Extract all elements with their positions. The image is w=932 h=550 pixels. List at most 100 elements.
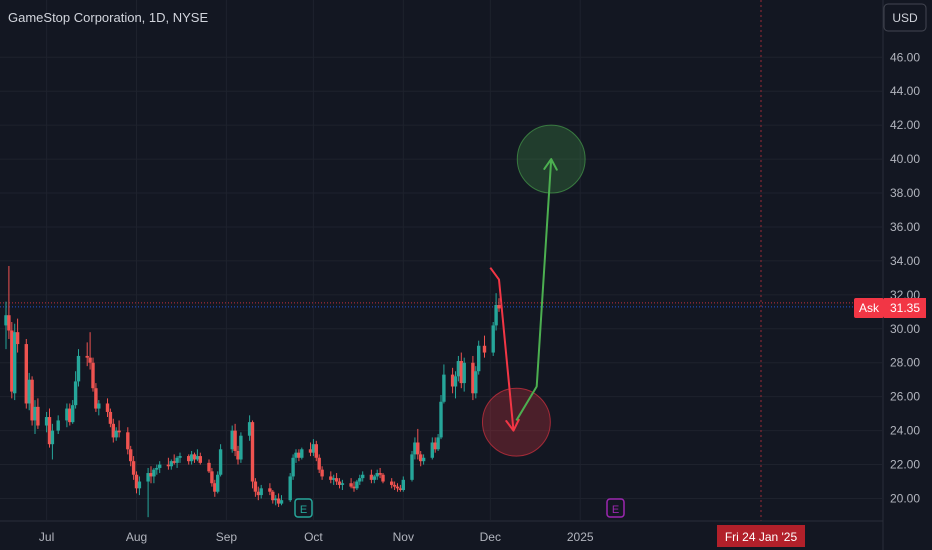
candle-body [413,442,417,455]
y-tick-label: 28.00 [890,356,920,370]
x-tick-label: Oct [304,530,323,544]
candle-body [166,464,171,467]
candle-body [56,420,60,431]
candle-body [13,332,17,394]
candle-body [117,430,121,433]
y-tick-label: 34.00 [890,254,920,268]
candle-body [187,456,191,462]
y-tick-label: 24.00 [890,424,920,438]
y-tick-label: 22.00 [890,458,920,472]
price-label-value: 31.35 [890,301,920,315]
x-tick-label: Dec [480,530,501,544]
candle-body [256,491,260,496]
candle-body [36,406,40,426]
candle-body [7,315,11,331]
y-tick-label: 46.00 [890,50,920,64]
y-tick-label: 42.00 [890,118,920,132]
grid-layer [0,0,882,521]
candle-body [76,355,81,382]
candle-body [372,476,376,480]
candle-body [192,454,197,460]
earnings-marker-dec[interactable]: E [606,498,625,518]
candle-body [378,473,382,475]
candle-body [207,462,211,472]
candle-body [450,374,455,387]
target-circle [481,387,551,457]
y-tick-label: 38.00 [890,186,920,200]
earnings-marker-sep-frame[interactable] [294,498,313,518]
candle-body [175,457,179,463]
chart-title: GameStop Corporation, 1D, NYSE [8,10,208,25]
price-label: Ask 31.35 [854,298,926,318]
candle-body [477,345,481,372]
candle-body [337,481,342,485]
candle-body [218,449,223,475]
candle-body [178,456,182,458]
candle-body [329,476,333,480]
earnings-marker-dec-frame[interactable] [606,498,625,518]
candle-body [271,491,275,501]
candle-body [355,481,359,489]
currency-button-frame[interactable] [883,3,927,32]
candle-body [401,479,405,491]
candle-body [334,478,339,482]
crosshair-date-label: Fri 24 Jan '25 [717,525,805,547]
candle-body [497,305,501,309]
candle-body [111,423,115,438]
candle-body [433,442,437,450]
candle-body [236,450,240,460]
candle-body [297,452,301,458]
candle-body [172,461,176,463]
candle-body [474,371,478,394]
candle-body [146,473,150,482]
x-tick-label: Aug [126,530,147,544]
candle-body [129,449,133,462]
candle-body [332,478,336,480]
annotation-layer [481,124,586,457]
candle-body [233,430,237,451]
candle-body [114,430,118,438]
candle-body [131,461,136,475]
candle-body [340,483,345,485]
candle-body [459,361,463,384]
x-tick-label: Jul [39,530,54,544]
candle-body [291,457,295,477]
earnings-marker-dec-letter[interactable]: E [612,504,619,516]
crosshair-date-bg [717,525,805,547]
candle-body [71,405,75,423]
candle-body [288,476,292,501]
candle-body [320,469,324,477]
candle-body [137,481,142,489]
candle-body [381,474,385,482]
candle-body [361,474,365,479]
candle-body [416,442,420,455]
candle-body [247,422,252,436]
currency-button[interactable]: USD [883,3,927,32]
candle-body [10,330,14,392]
price-label-value-bg [884,298,926,318]
earnings-marker-sep-letter[interactable]: E [300,504,307,516]
y-tick-label: 30.00 [890,322,920,336]
candle-body [105,403,110,412]
candle-body [456,361,461,377]
candle-body [259,488,263,496]
candle-body [189,454,194,462]
candle-body [230,430,234,450]
candle-body [88,357,92,363]
candle-body [352,486,356,489]
candle-body [358,478,362,482]
candle-body [395,486,400,489]
candle-body [44,417,49,426]
candle-body [47,417,52,445]
candle-body [375,473,379,477]
currency-label[interactable]: USD [892,11,918,25]
earnings-marker-sep[interactable]: E [294,498,313,518]
prediction-arrow [515,159,553,421]
candle-body [50,430,55,445]
candle-body [419,454,423,462]
candle-body [317,457,321,470]
candle-body [421,457,426,462]
